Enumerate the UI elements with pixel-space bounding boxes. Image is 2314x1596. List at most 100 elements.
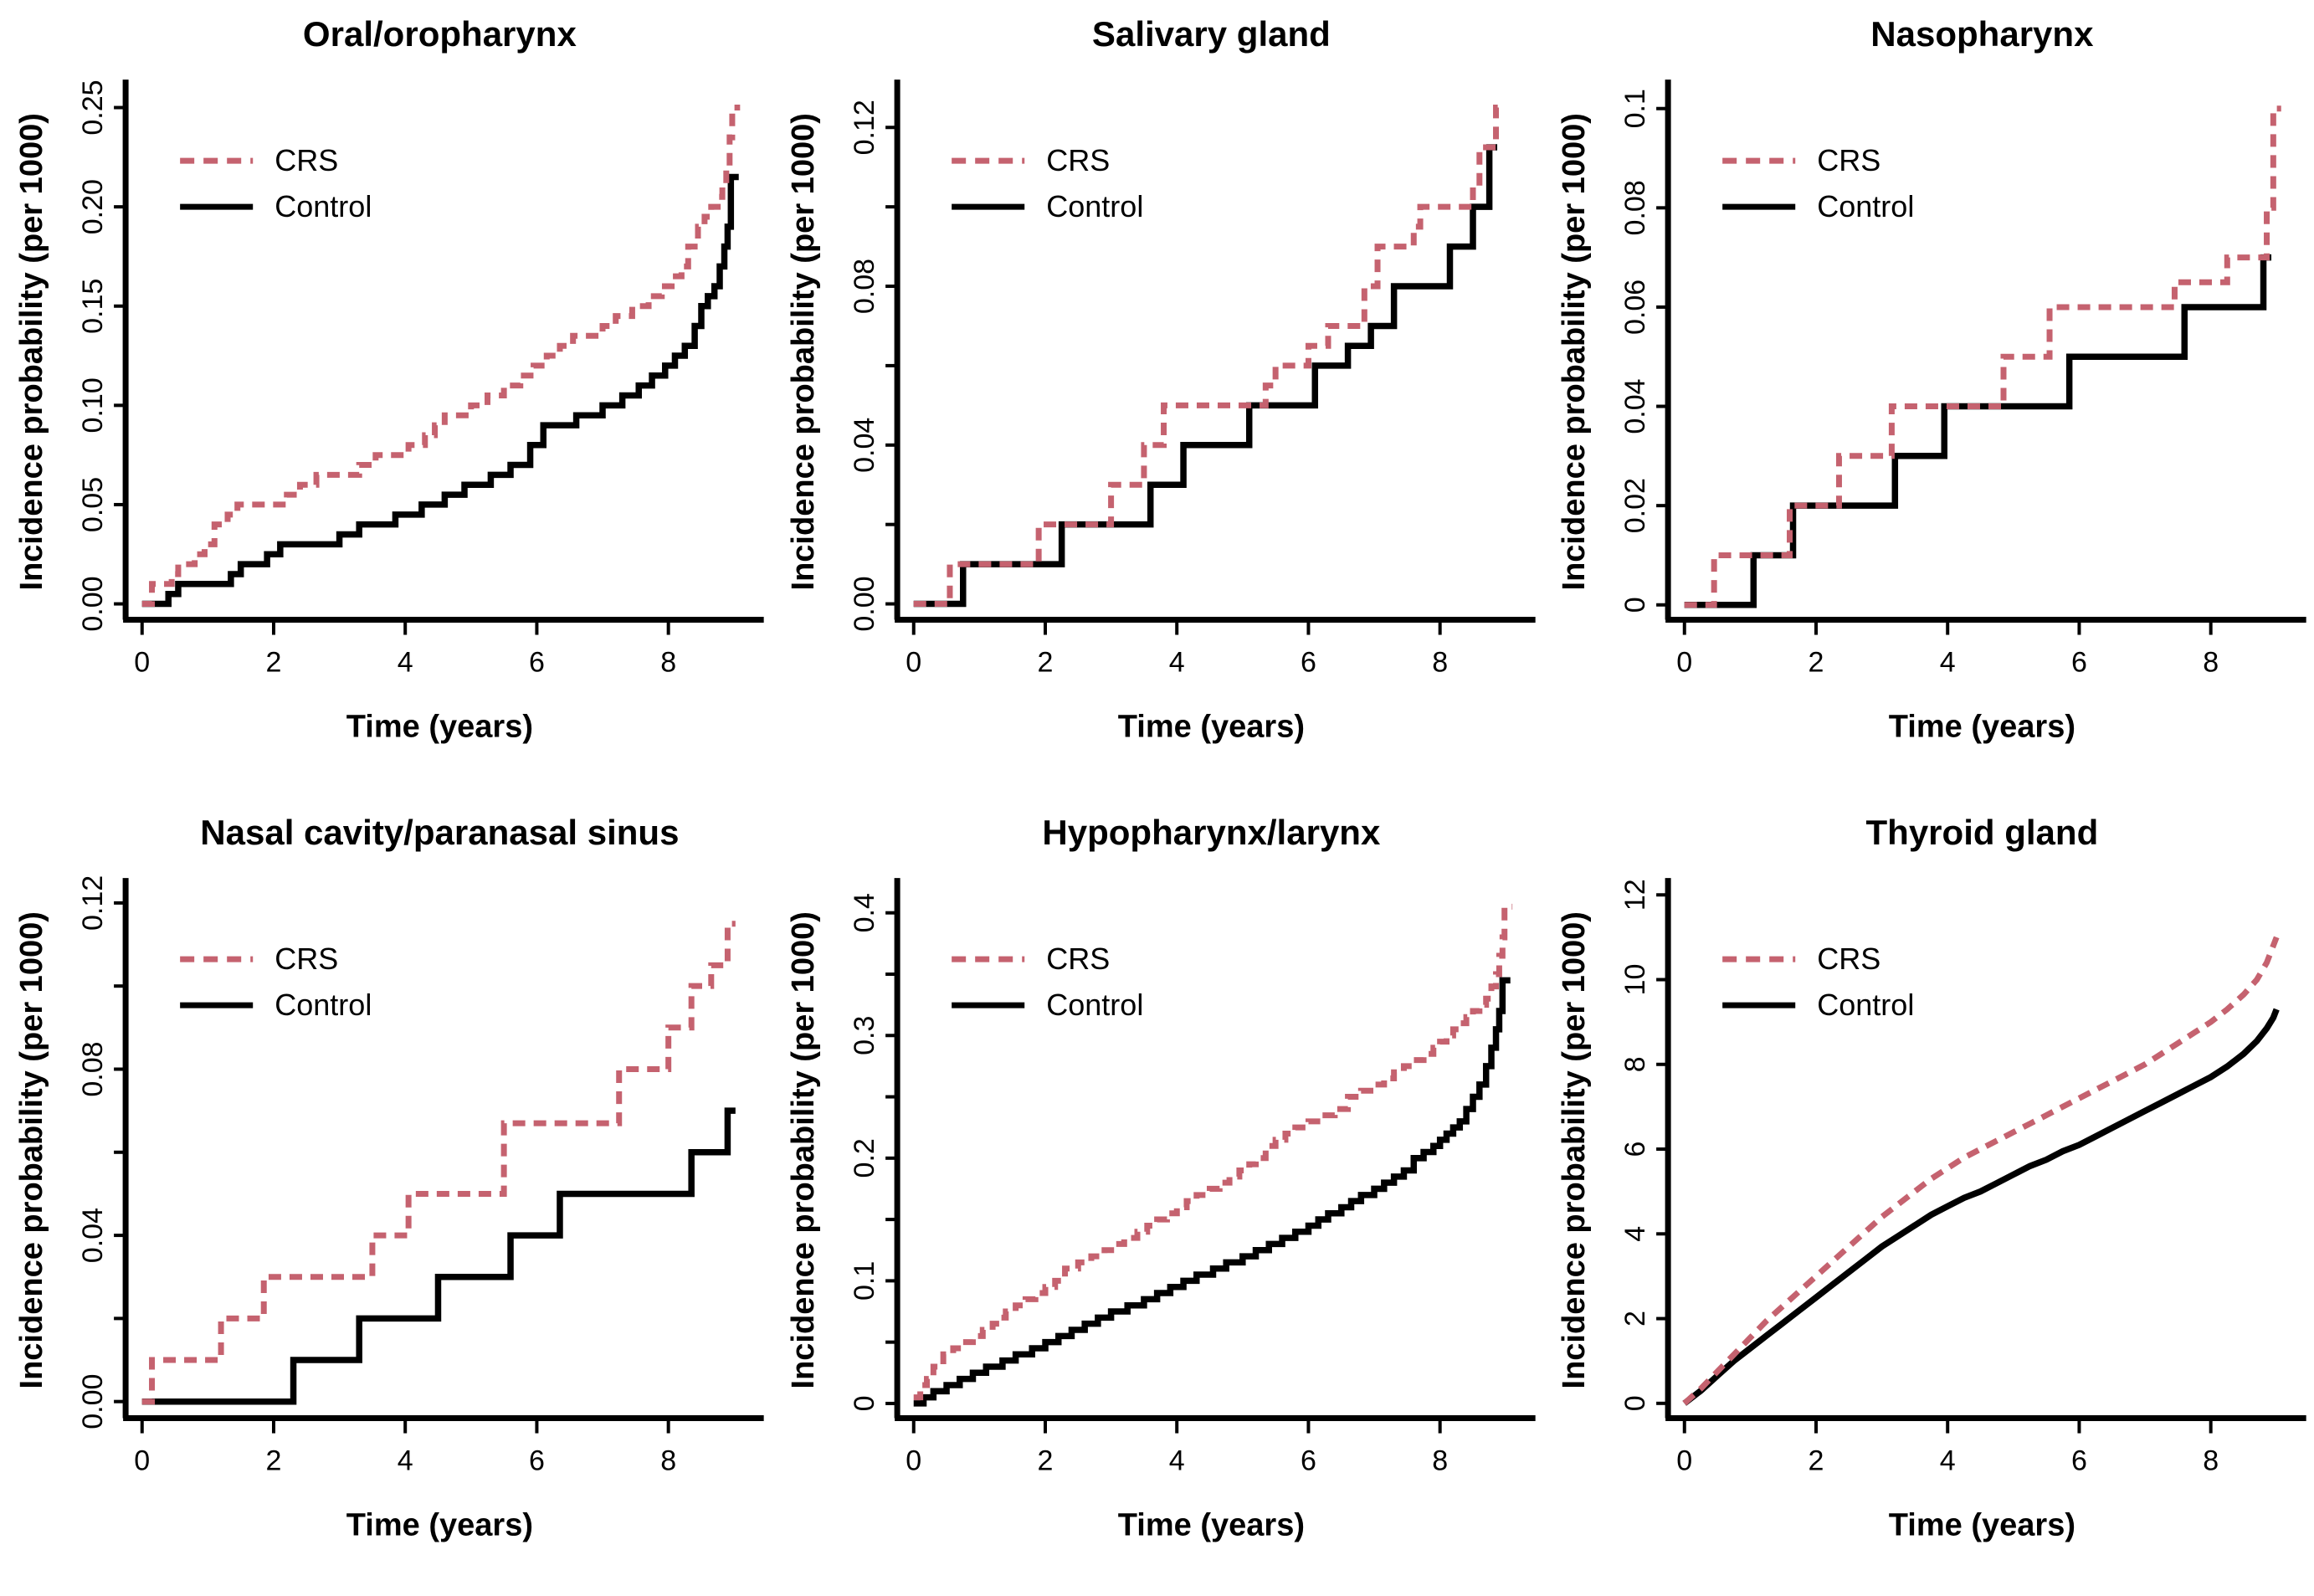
y-tick-label: 0.25 [77,80,109,135]
y-tick-label: 0.04 [77,1208,109,1263]
x-tick-label: 0 [906,647,921,679]
plot-title: Salivary gland [1092,14,1331,54]
x-axis-title: Time (years) [1889,1507,2075,1542]
series-crs-curve [141,104,741,608]
y-axis-title: Incidence probability (per 1000) [1557,911,1592,1388]
legend-control-label: Control [1818,189,1915,223]
y-tick-label: 0.3 [849,1015,880,1055]
chart-salivary-gland: Salivary gland 0.00 0.04 0.08 0.12 0 2 4 6 8 Incid… [786,14,1536,745]
series-control-curve [141,173,739,608]
y-axis-title: Incidence probability (per 1000) [1557,113,1592,590]
y-axis-title: Incidence probability (per 1000) [786,911,821,1388]
y-tick-label: 12 [1619,879,1651,911]
series-control-curve [141,1107,736,1405]
x-tick-label: 8 [2204,647,2219,679]
plot-title: Oral/oropharynx [303,14,577,54]
y-tick-label: 0 [1619,597,1651,613]
x-tick-label: 2 [1809,647,1824,679]
chart-oral-oropharynx: Oral/oropharynx 0.00 0.05 0.10 0.15 0.20 0.25 0… [14,14,764,745]
y-tick-label: 0.08 [1619,180,1651,235]
y-axis-title: Incidence probability (per 1000) [14,113,49,590]
x-tick-label: 6 [1301,1445,1316,1476]
x-tick-label: 6 [1301,647,1316,679]
y-tick-label: 0.00 [77,1373,109,1429]
x-tick-label: 0 [134,1445,150,1476]
series-control-curve [1682,1008,2281,1406]
x-tick-label: 8 [1432,647,1448,679]
y-tick-label: 0.04 [1619,378,1651,434]
legend-control-label: Control [1046,988,1143,1022]
y-tick-label: 0.12 [77,875,109,930]
x-tick-label: 2 [266,647,282,679]
y-tick-label: 0.06 [1619,280,1651,335]
x-tick-label: 4 [1940,647,1956,679]
y-tick-label: 0 [1619,1395,1651,1411]
legend-control-label: Control [274,988,372,1022]
series-crs-curve [141,920,736,1404]
x-tick-label: 4 [1940,1445,1956,1476]
x-tick-label: 0 [1677,647,1693,679]
x-tick-label: 4 [1168,647,1184,679]
y-tick-label: 0.00 [77,576,109,631]
x-tick-label: 8 [2204,1445,2219,1476]
legend-crs-label: CRS [1046,942,1110,976]
plot-title: Nasopharynx [1871,14,2095,54]
y-tick-label: 0.08 [849,259,880,314]
x-tick-label: 8 [660,647,676,679]
series-crs-curve [1682,936,2280,1406]
legend-control-label: Control [1046,189,1143,223]
y-tick-label: 10 [1619,963,1651,995]
x-tick-label: 6 [529,1445,545,1476]
legend-crs-label: CRS [1818,942,1881,976]
x-tick-label: 6 [2071,1445,2087,1476]
legend-crs-label: CRS [1818,143,1881,177]
legend-crs-label: CRS [274,942,338,976]
x-tick-label: 6 [2071,647,2087,679]
x-axis-title: Time (years) [346,1507,533,1542]
y-tick-label: 8 [1619,1056,1651,1072]
x-tick-label: 2 [266,1445,282,1476]
y-axis-title: Incidence probability (per 1000) [786,113,821,590]
y-tick-label: 0.05 [77,477,109,532]
y-tick-label: 4 [1619,1226,1651,1242]
y-tick-label: 0.10 [77,377,109,433]
x-tick-label: 4 [398,1445,413,1476]
series-control-curve [1685,254,2272,608]
x-tick-label: 6 [529,647,545,679]
x-tick-label: 2 [1037,1445,1053,1476]
panel-hypopharynx-larynx: Hypopharynx/larynx 0 0.1 0.2 0.3 0.4 0 2 4 6 8 Inci… [772,798,1543,1596]
series-crs-curve [913,903,1512,1400]
x-tick-label: 0 [1677,1445,1693,1476]
y-tick-label: 0.1 [849,1260,880,1300]
legend-crs-label: CRS [1046,143,1110,177]
y-tick-label: 0.2 [849,1138,880,1178]
x-axis-title: Time (years) [1117,1507,1304,1542]
x-axis-title: Time (years) [1117,710,1304,745]
y-tick-label: 0.04 [849,418,880,473]
y-axis-title: Incidence probability (per 1000) [14,911,49,1388]
x-tick-label: 4 [398,647,413,679]
y-tick-label: 0.20 [77,179,109,234]
x-tick-label: 2 [1809,1445,1824,1476]
plot-title: Nasal cavity/paranasal sinus [200,813,679,852]
chart-thyroid-gland: Thyroid gland 0 2 4 6 8 10 12 0 2 4 6 8 Incidence pro… [1557,813,2306,1542]
x-tick-label: 0 [134,647,150,679]
panel-nasal-cavity-paranasal-sinus: Nasal cavity/paranasal sinus 0.00 0.04 0.08… [0,798,772,1596]
chart-hypopharynx-larynx: Hypopharynx/larynx 0 0.1 0.2 0.3 0.4 0 2 4 6 8 Inci… [786,813,1536,1542]
series-control-curve [913,144,1497,608]
x-tick-label: 8 [1432,1445,1448,1476]
panel-thyroid-gland: Thyroid gland 0 2 4 6 8 10 12 0 2 4 6 8 Incidence pro… [1542,798,2314,1596]
x-axis-title: Time (years) [346,710,533,745]
y-tick-label: 0 [849,1395,880,1411]
plot-title: Hypopharynx/larynx [1042,813,1381,852]
chart-nasal-cavity-paranasal-sinus: Nasal cavity/paranasal sinus 0.00 0.04 0.08… [14,813,764,1542]
panel-salivary-gland: Salivary gland 0.00 0.04 0.08 0.12 0 2 4 6 8 Incid… [772,0,1543,798]
legend-control-label: Control [1818,988,1915,1022]
y-tick-label: 0.08 [77,1041,109,1096]
x-axis-title: Time (years) [1889,710,2075,745]
y-tick-label: 0.02 [1619,478,1651,533]
x-tick-label: 0 [906,1445,921,1476]
series-crs-curve [913,104,1504,608]
y-tick-label: 0.12 [849,100,880,155]
